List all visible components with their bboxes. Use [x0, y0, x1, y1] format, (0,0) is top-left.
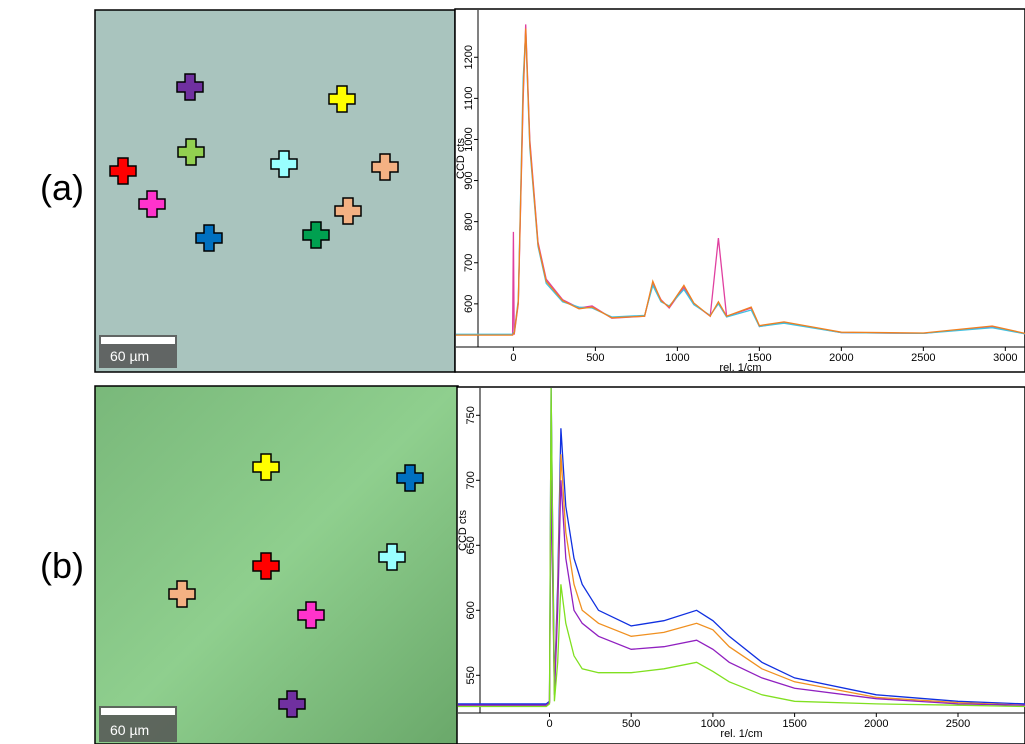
y-tick-label: 600	[463, 295, 475, 313]
x-tick-label: 0	[510, 352, 516, 364]
x-tick-label: 2000	[829, 352, 853, 364]
x-tick-label: 1500	[747, 352, 771, 364]
micrograph: 60 µm	[94, 385, 459, 744]
spectrum-line	[458, 388, 1025, 708]
scale-bar-label: 60 µm	[110, 722, 149, 738]
y-tick-label: 750	[465, 406, 477, 424]
x-tick-label: 1500	[782, 718, 806, 730]
y-tick-label: 700	[465, 471, 477, 489]
x-tick-label: 500	[622, 718, 640, 730]
x-tick-label: 2500	[946, 718, 970, 730]
x-tick-label: 1000	[665, 352, 689, 364]
y-tick-label: 550	[465, 666, 477, 684]
x-tick-label: 0	[546, 718, 552, 730]
x-tick-label: 2000	[864, 718, 888, 730]
y-tick-label: 1100	[463, 87, 475, 111]
y-tick-label: 600	[465, 601, 477, 619]
panel-label: (a)	[40, 167, 84, 208]
panel-label: (b)	[40, 545, 84, 586]
x-tick-label: 3000	[993, 352, 1017, 364]
y-tick-label: 800	[463, 212, 475, 230]
y-tick-label: 650	[465, 536, 477, 554]
chart: 0 500 1000 1500 2000 2500 550 600 650 700 750 CCD c…	[456, 386, 1025, 744]
micrograph: 60 µm	[94, 9, 456, 373]
scale-bar-label: 60 µm	[110, 348, 149, 364]
x-tick-label: 2500	[911, 352, 935, 364]
y-axis-label: CCD cts	[455, 138, 467, 179]
x-tick-label: 1000	[701, 718, 725, 730]
chart-frame	[454, 8, 1025, 373]
chart: 0 500 1000 1500 2000 2500 3000 600 700 800 900 1000…	[454, 8, 1025, 374]
y-tick-label: 700	[463, 254, 475, 272]
y-tick-label: 1000	[463, 127, 475, 151]
x-axis-label: rel. 1/cm	[719, 362, 761, 374]
x-tick-label: 500	[586, 352, 604, 364]
chart-frame	[456, 386, 1025, 744]
y-axis-label: CCD cts	[457, 510, 469, 551]
y-tick-label: 900	[463, 171, 475, 189]
spectrum-line	[456, 28, 1025, 336]
x-axis-label: rel. 1/cm	[720, 728, 762, 740]
y-tick-label: 1200	[463, 45, 475, 69]
